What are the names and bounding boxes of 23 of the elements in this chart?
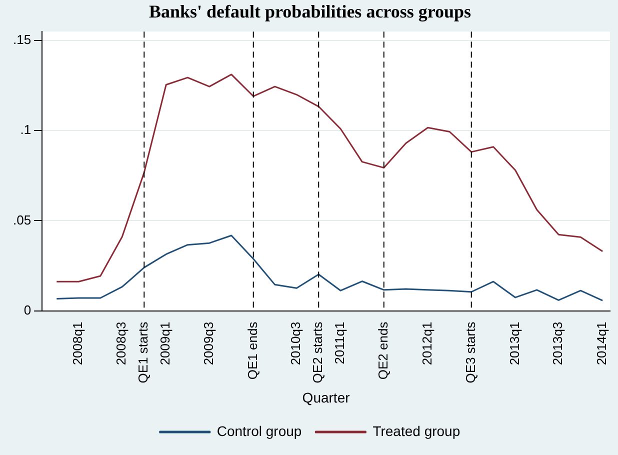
- x-tick-label: 2014q1: [594, 322, 610, 366]
- x-tick-label: 2012q1: [419, 322, 434, 366]
- y-tick-label: .1: [20, 122, 32, 138]
- x-tick-label: 2008q3: [114, 322, 129, 366]
- ref-line-label: QE3 starts: [462, 321, 478, 384]
- x-tick-label: 2013q1: [506, 322, 522, 366]
- y-tick-label: 0: [24, 302, 32, 318]
- legend-label: Control group: [216, 422, 302, 439]
- y-tick-label: .15: [12, 32, 32, 48]
- legend-label: Treated group: [372, 422, 460, 439]
- x-tick-label: 2008q1: [70, 322, 86, 366]
- x-tick-label: 2013q3: [550, 322, 566, 366]
- x-tick-label: 2009q3: [200, 322, 216, 366]
- x-tick-label: 2009q1: [158, 322, 173, 366]
- chart-title: Banks' default probabilities across groups: [148, 1, 472, 22]
- x-tick-label: 2011q1: [332, 322, 348, 364]
- ref-line-label: QE1 ends: [244, 321, 260, 380]
- x-axis-title: Quarter: [302, 389, 350, 406]
- ref-line-label: QE2 ends: [375, 321, 390, 380]
- y-tick-label: .05: [12, 212, 32, 228]
- ref-line-label: QE2 starts: [310, 321, 326, 384]
- x-tick-label: 2010q3: [288, 322, 304, 366]
- ref-line-label: QE1 starts: [136, 321, 151, 384]
